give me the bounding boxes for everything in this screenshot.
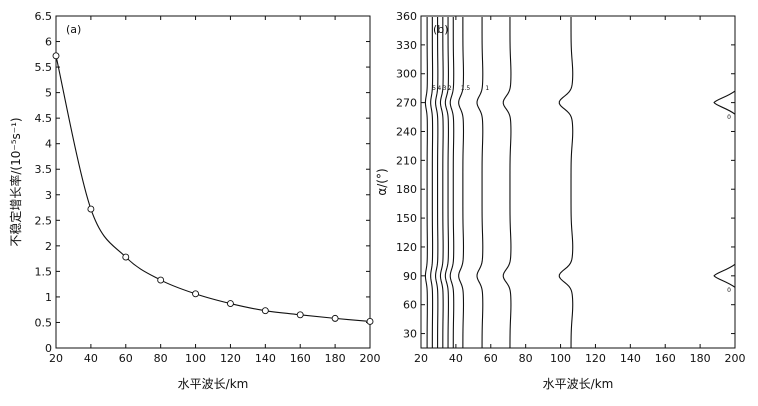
panel-a-data-point bbox=[261, 307, 269, 315]
panel-b-x-tick-label: 60 bbox=[484, 352, 498, 365]
panel-a-data-point bbox=[366, 317, 374, 325]
panel-b-contour-label: 1 bbox=[485, 85, 489, 92]
panel-a-y-tick-label: 3 bbox=[45, 189, 52, 202]
panel-a-y-tick-label: 3.5 bbox=[35, 163, 53, 176]
panel-b-y-tick-label: 360 bbox=[396, 10, 417, 23]
panel-a-y-tick-label: 6.5 bbox=[35, 10, 53, 23]
panel-a-x-tick-label: 140 bbox=[255, 352, 276, 365]
panel-a-x-tick-label: 40 bbox=[84, 352, 98, 365]
panel-a-x-tick-label: 60 bbox=[119, 352, 133, 365]
panel-a-y-tick-label: 4.5 bbox=[35, 112, 53, 125]
panel-a-y-tick-label: 5.5 bbox=[35, 61, 53, 74]
panel-b-contour-label: 1.5 bbox=[461, 85, 471, 92]
panel-a-data-point bbox=[87, 205, 95, 213]
panel-b-y-axis-label: α/(°) bbox=[375, 168, 389, 195]
panel-a-data-point bbox=[157, 276, 165, 284]
panel-b-x-tick-label: 80 bbox=[519, 352, 533, 365]
panel-b-contour-chart: 20 40 60 80 100 120 140 160 180 20030609012015018… bbox=[375, 10, 746, 391]
panel-b-contour-line bbox=[458, 16, 465, 348]
panel-b-y-tick-label: 30 bbox=[403, 328, 417, 341]
panel-b-x-tick-label: 180 bbox=[690, 352, 711, 365]
panel-a-data-point bbox=[122, 253, 130, 261]
panel-a-y-tick-label: 2.5 bbox=[35, 214, 53, 227]
panel-a-series-line bbox=[55, 55, 371, 322]
panel-b-x-tick-label: 40 bbox=[449, 352, 463, 365]
panel-b-contour-label: 2 bbox=[448, 85, 452, 92]
panel-b-x-tick-label: 20 bbox=[414, 352, 428, 365]
panel-b-contour-line bbox=[558, 16, 574, 349]
panel-b-x-tick-label: 160 bbox=[655, 352, 676, 365]
panel-b-ticks: 20 40 60 80 100 120 140 160 180 20030609012015018… bbox=[396, 10, 746, 365]
panel-b-frame bbox=[420, 15, 736, 349]
panel-a-y-tick-label: 4 bbox=[45, 138, 52, 151]
panel-a-frame bbox=[55, 15, 371, 349]
panel-b-x-tick-label: 100 bbox=[550, 352, 571, 365]
panel-a-x-tick-label: 80 bbox=[154, 352, 168, 365]
panel-a-y-tick-label: 2 bbox=[45, 240, 52, 253]
panel-b-closed-contour bbox=[713, 90, 736, 115]
panel-a-curve-group bbox=[52, 52, 374, 325]
panel-b-contour-label: 5 bbox=[432, 85, 436, 92]
panel-b-contour-label: 3 bbox=[443, 85, 447, 92]
panel-a-tag: (a) bbox=[66, 23, 81, 36]
panel-b-contour-label: 0 bbox=[727, 114, 731, 121]
panel-a-data-point bbox=[52, 52, 60, 60]
panel-a-y-tick-label: 1 bbox=[45, 291, 52, 304]
panel-a-x-tick-label: 100 bbox=[185, 352, 206, 365]
panel-b-closed-contour bbox=[713, 263, 736, 288]
panel-b-contour-label: 4 bbox=[437, 85, 441, 92]
panel-b-contour-line bbox=[439, 16, 444, 348]
panel-b-contour-line bbox=[502, 16, 512, 349]
panel-b-x-tick-label: 140 bbox=[620, 352, 641, 365]
panel-a-x-axis-label: 水平波长/km bbox=[178, 377, 249, 391]
panel-b-y-tick-label: 270 bbox=[396, 97, 417, 110]
panel-b-y-tick-label: 90 bbox=[403, 270, 417, 283]
panel-b-y-tick-label: 300 bbox=[396, 68, 417, 81]
panel-b-tag: (b) bbox=[433, 23, 449, 36]
panel-b-y-tick-label: 330 bbox=[396, 39, 417, 52]
panel-a-y-axis-label: 不稳定增长率/(10⁻⁵s⁻¹) bbox=[8, 117, 23, 246]
panel-a-data-point bbox=[192, 290, 200, 298]
panel-b-x-tick-label: 200 bbox=[725, 352, 746, 365]
panel-a-y-tick-label: 5 bbox=[45, 87, 52, 100]
panel-b-y-tick-label: 180 bbox=[396, 183, 417, 196]
panel-b-contour-group: 0 0 5 4 3 2 1.5 1 bbox=[424, 16, 736, 349]
panel-b-y-tick-label: 210 bbox=[396, 154, 417, 167]
panel-b-contour-line bbox=[476, 16, 484, 348]
panel-b-y-tick-label: 240 bbox=[396, 125, 417, 138]
panel-a-data-point bbox=[296, 311, 304, 319]
panel-a-y-tick-label: 0.5 bbox=[35, 316, 53, 329]
panel-b-x-tick-label: 120 bbox=[585, 352, 606, 365]
panel-b-x-axis-label: 水平波长/km bbox=[543, 377, 614, 391]
panel-b-contour-line bbox=[435, 16, 439, 349]
panel-a-x-tick-label: 20 bbox=[49, 352, 63, 365]
panel-b-y-tick-label: 150 bbox=[396, 212, 417, 225]
panel-a-growth-rate-chart: 20 40 60 80 100 120 140 160 180 200 0 0.5 1 1.5 2 2.5 3 3… bbox=[8, 10, 381, 391]
panel-b-contour-label: 0 bbox=[727, 287, 731, 294]
panel-a-y-tick-label: 6 bbox=[45, 36, 52, 49]
panel-a-ticks: 20 40 60 80 100 120 140 160 180 200 0 0.5 1 1.5 2 2.5 3 3… bbox=[35, 10, 381, 365]
panel-a-y-tick-label: 1.5 bbox=[35, 265, 53, 278]
panel-a-x-tick-label: 180 bbox=[325, 352, 346, 365]
panel-b-contour-line bbox=[444, 16, 449, 348]
panel-a-data-point bbox=[331, 314, 339, 322]
panel-a-data-point bbox=[226, 300, 234, 308]
panel-a-x-tick-label: 160 bbox=[290, 352, 311, 365]
panel-a-x-tick-label: 120 bbox=[220, 352, 241, 365]
panel-b-y-tick-label: 60 bbox=[403, 299, 417, 312]
panel-b-contour-line bbox=[449, 16, 455, 348]
panel-b-contour-line bbox=[424, 16, 428, 348]
panel-a-x-tick-label: 200 bbox=[360, 352, 381, 365]
panel-a-y-tick-label: 0 bbox=[45, 342, 52, 355]
panel-b-y-tick-label: 120 bbox=[396, 241, 417, 254]
panel-b-contour-line bbox=[430, 16, 434, 348]
